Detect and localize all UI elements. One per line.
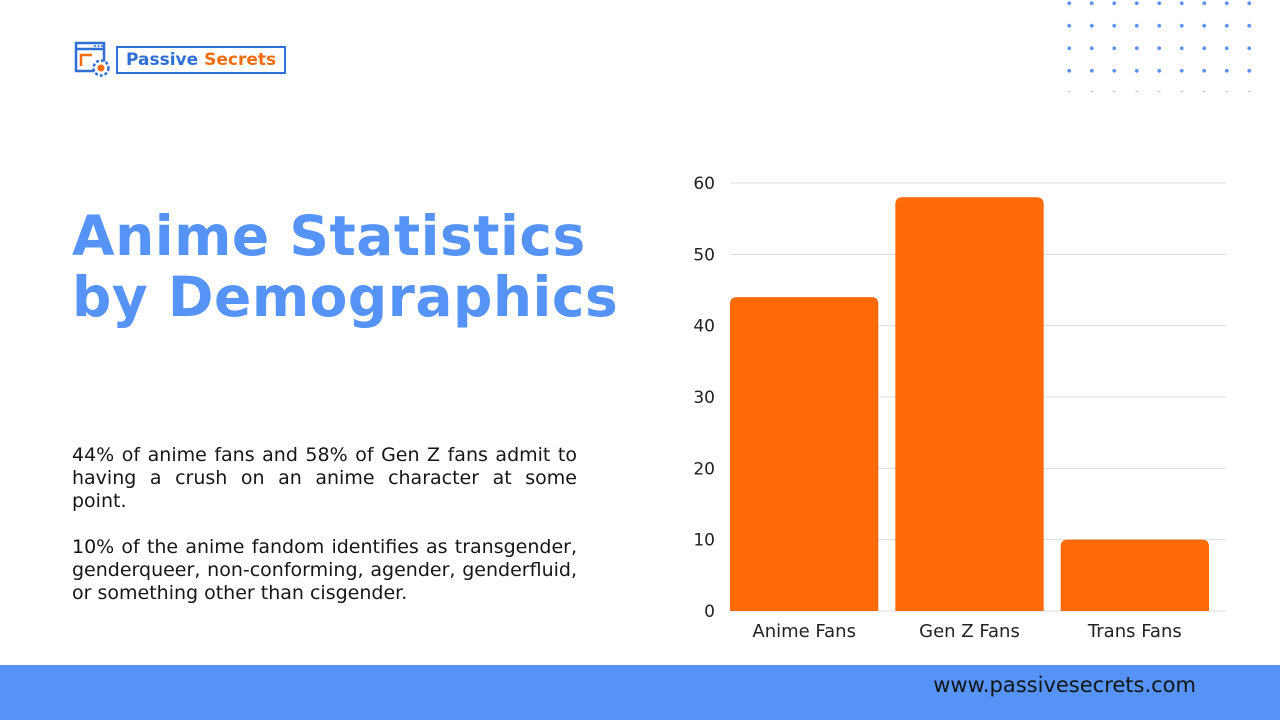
page-title: Anime Statistics by Demographics [72,206,672,328]
y-tick-label: 50 [693,245,715,265]
y-tick-label: 0 [704,602,715,622]
brand-logo: Passive Secrets [74,40,287,80]
y-tick-label: 60 [693,174,715,194]
bar-trans-fans [1060,539,1209,611]
x-tick-label: Anime Fans [752,621,856,642]
brand-name-part1: Passive [126,50,199,70]
y-axis-tick-labels: 0 10 20 30 40 50 60 [693,174,715,622]
bar-chart: 0 10 20 30 40 50 60 Anime Fans Gen Z Fans Trans … [693,174,1226,642]
page-title-line2: by Demographics [72,265,619,329]
chart-bars [730,197,1209,611]
footer-bar: www.passivesecrets.com [0,665,1280,720]
footer-website-link[interactable]: www.passivesecrets.com [933,673,1196,697]
stat-paragraph-crush: 44% of anime fans and 58% of Gen Z fans … [72,444,577,512]
bar-gen-z-fans [895,197,1044,611]
browser-gear-icon [74,41,110,77]
bar-anime-fans [730,297,879,611]
x-axis-tick-labels: Anime Fans Gen Z Fans Trans Fans [752,621,1181,642]
y-tick-label: 10 [693,531,715,551]
stat-paragraph-gender: 10% of the anime fandom identifies as tr… [72,536,577,604]
x-tick-label: Trans Fans [1087,621,1182,642]
page-title-line1: Anime Statistics [72,204,586,268]
brand-name: Passive Secrets [116,46,287,74]
decorative-dot-grid [1058,0,1268,92]
y-tick-label: 20 [693,459,715,479]
y-tick-label: 30 [693,388,715,408]
brand-name-part2: Secrets [204,50,277,70]
x-tick-label: Gen Z Fans [919,621,1020,642]
y-tick-label: 40 [693,317,715,337]
